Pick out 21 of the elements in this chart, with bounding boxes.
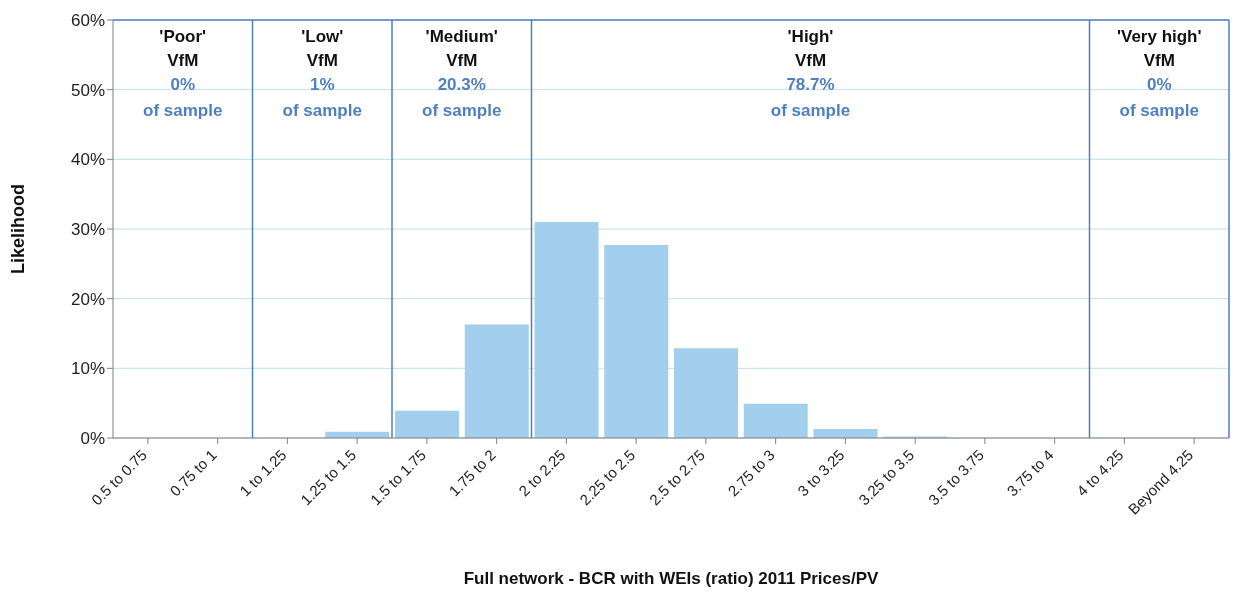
- annotation: 20.3% of sample: [422, 75, 502, 120]
- annotation: 'Low' VfM: [301, 27, 344, 70]
- y-axis-title: Likelihood: [8, 184, 29, 274]
- annotation: 'Poor' VfM: [159, 27, 207, 70]
- y-tick-label: 10%: [70, 359, 105, 379]
- y-tick-label: 60%: [70, 11, 105, 31]
- x-axis-title: Full network - BCR with WEIs (ratio) 2011 Prices/PV: [463, 569, 880, 588]
- y-tick-label: 50%: [70, 80, 105, 100]
- y-tick-label: 40%: [70, 150, 105, 170]
- y-tick-label: 0%: [80, 429, 105, 449]
- y-tick-label: 30%: [70, 220, 105, 240]
- annotation: 'High' VfM: [787, 27, 834, 70]
- annotation: 'Very high' VfM: [1116, 27, 1202, 70]
- annotation: 78.7% of sample: [770, 75, 851, 120]
- annotation: 'Medium' VfM: [425, 27, 498, 70]
- annotation: 0% of sample: [1119, 75, 1199, 120]
- annotation: 1% of sample: [282, 75, 362, 120]
- x-tick-label: 0.5 to 0.75: [87, 446, 150, 509]
- annotation: 0% of sample: [143, 75, 223, 120]
- y-tick-label: 20%: [70, 289, 105, 309]
- x-tick-label: 4 to 4.25: [1073, 446, 1127, 500]
